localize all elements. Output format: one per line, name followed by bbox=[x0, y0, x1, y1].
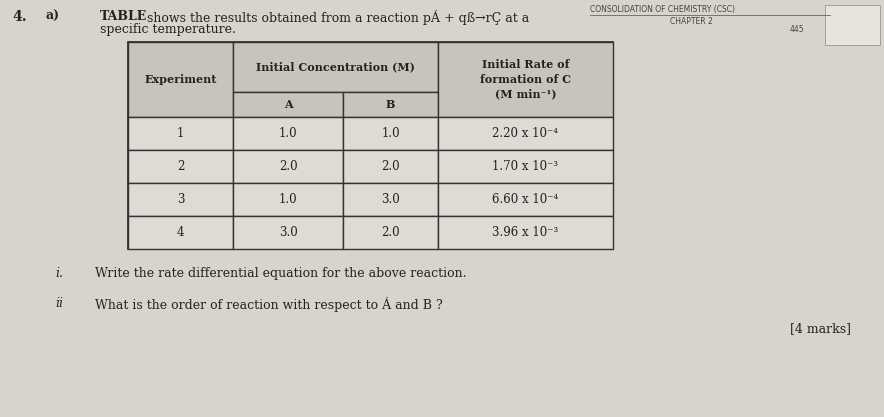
Bar bbox=[128, 216, 233, 249]
Bar bbox=[233, 150, 343, 183]
Text: CHAPTER 2: CHAPTER 2 bbox=[670, 17, 713, 26]
Bar bbox=[825, 5, 880, 45]
Text: specific temperature.: specific temperature. bbox=[100, 23, 236, 36]
Text: 3.96 x 10⁻³: 3.96 x 10⁻³ bbox=[492, 226, 559, 239]
Text: CONSOLIDATION OF CHEMISTRY (CSC): CONSOLIDATION OF CHEMISTRY (CSC) bbox=[590, 5, 735, 14]
Text: 1.70 x 10⁻³: 1.70 x 10⁻³ bbox=[492, 160, 559, 173]
Bar bbox=[343, 117, 438, 150]
Text: Write the rate differential equation for the above reaction.: Write the rate differential equation for… bbox=[95, 267, 467, 280]
Bar bbox=[438, 183, 613, 216]
Text: 1.0: 1.0 bbox=[278, 193, 297, 206]
Bar bbox=[233, 42, 438, 92]
Bar bbox=[128, 117, 233, 150]
Text: 3.0: 3.0 bbox=[381, 193, 400, 206]
Text: 4.: 4. bbox=[12, 10, 27, 24]
Bar bbox=[233, 183, 343, 216]
Bar bbox=[438, 42, 613, 117]
Text: TABLE: TABLE bbox=[100, 10, 148, 23]
Text: 4: 4 bbox=[177, 226, 184, 239]
Text: 1.0: 1.0 bbox=[381, 127, 400, 140]
Text: 445: 445 bbox=[790, 25, 804, 34]
Text: i.: i. bbox=[55, 267, 63, 280]
Bar bbox=[438, 150, 613, 183]
Text: Experiment: Experiment bbox=[144, 74, 217, 85]
Bar bbox=[128, 183, 233, 216]
Bar bbox=[233, 92, 343, 117]
Text: B: B bbox=[385, 99, 395, 110]
Text: 1.0: 1.0 bbox=[278, 127, 297, 140]
Text: 2.0: 2.0 bbox=[381, 160, 400, 173]
Bar bbox=[343, 150, 438, 183]
Text: Initial Concentration (M): Initial Concentration (M) bbox=[256, 61, 415, 73]
Text: 3.0: 3.0 bbox=[278, 226, 297, 239]
Text: [4 marks]: [4 marks] bbox=[790, 322, 851, 335]
Bar bbox=[438, 216, 613, 249]
Text: 2.20 x 10⁻⁴: 2.20 x 10⁻⁴ bbox=[492, 127, 559, 140]
Text: 6.60 x 10⁻⁴: 6.60 x 10⁻⁴ bbox=[492, 193, 559, 206]
Bar bbox=[128, 42, 233, 117]
Text: 3: 3 bbox=[177, 193, 184, 206]
Bar bbox=[438, 117, 613, 150]
Bar bbox=[128, 150, 233, 183]
Bar bbox=[128, 42, 613, 249]
Text: What is the order of reaction with respect to Á and B ?: What is the order of reaction with respe… bbox=[95, 297, 443, 312]
Text: 2: 2 bbox=[177, 160, 184, 173]
Text: Initial Rate of
formation of C
(M min⁻¹): Initial Rate of formation of C (M min⁻¹) bbox=[480, 59, 571, 100]
Bar bbox=[343, 216, 438, 249]
Text: shows the results obtained from a reaction pÁ + qß→rÇ at a: shows the results obtained from a reacti… bbox=[143, 10, 530, 25]
Text: A: A bbox=[284, 99, 293, 110]
Bar bbox=[233, 117, 343, 150]
Bar bbox=[233, 216, 343, 249]
Text: ii: ii bbox=[55, 297, 63, 310]
Text: 2.0: 2.0 bbox=[278, 160, 297, 173]
Text: 1: 1 bbox=[177, 127, 184, 140]
Text: 2.0: 2.0 bbox=[381, 226, 400, 239]
Bar bbox=[343, 92, 438, 117]
Text: a): a) bbox=[45, 10, 59, 23]
Bar bbox=[343, 183, 438, 216]
